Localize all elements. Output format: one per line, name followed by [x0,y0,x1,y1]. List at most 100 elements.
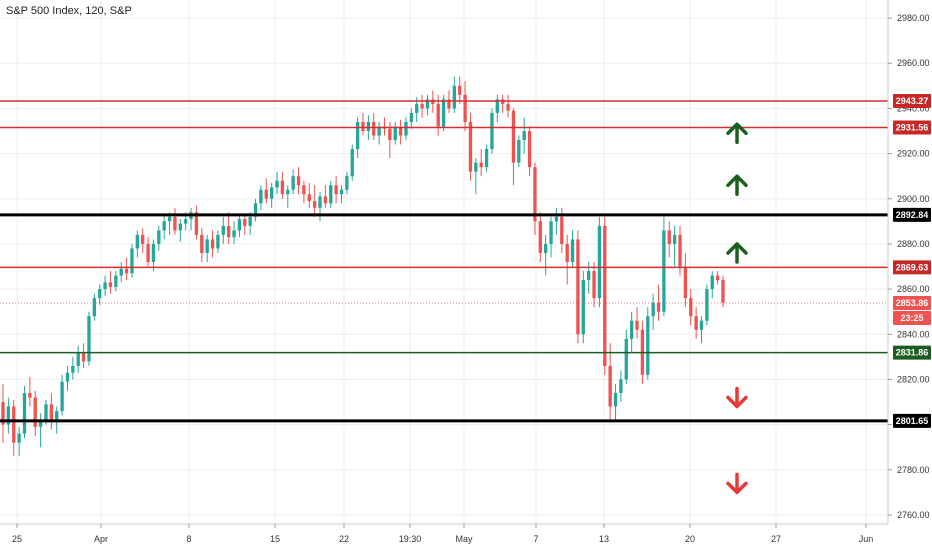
x-tick-label: May [455,534,473,544]
candle-body [291,176,295,190]
candle-body [683,266,688,299]
x-axis-ticks: 25 Apr 8 15 22 19:30 May 7 13 20 27 Jun [12,524,873,544]
candle-body [377,126,381,136]
candle-body [425,99,430,109]
level-price-badge: 2869.63 [893,260,931,275]
candle-body [307,194,311,202]
candle-body [318,196,322,208]
candle-body [458,85,462,95]
candle-body [361,121,365,131]
candle-body [490,112,494,150]
candle-body [694,316,698,330]
candle-body [55,411,59,423]
candle-body [672,234,677,244]
y-tick-label: 2940.00 [897,103,930,113]
candle [307,182,311,208]
candle-body [237,219,242,231]
candle-body [130,248,134,274]
candle-body [87,316,91,362]
candle [565,234,569,285]
candle [501,94,505,113]
candle-body [162,221,166,231]
candle [468,112,473,181]
candle-body [479,162,483,168]
y-tick-label: 2960.00 [897,58,930,68]
candle-body [103,282,107,290]
candle-body [329,185,333,204]
candle [65,365,70,391]
badge-bg [893,120,931,135]
candle-body [495,99,499,113]
candle-body [243,219,247,226]
candle-body [135,234,139,249]
candle-body [511,110,516,163]
candle-body [345,176,349,190]
candle [570,230,575,267]
candle-body [554,216,559,222]
candle [662,216,666,317]
candle [243,214,247,235]
badge-label: 2853.86 [896,298,929,308]
candle [458,76,462,104]
candle [291,169,295,195]
candle-body [522,131,526,141]
candle [6,397,11,434]
candle [721,275,725,308]
candle-body [608,365,612,407]
candle-body [452,85,457,109]
candle-body [253,203,258,217]
candle [22,386,27,439]
candle [205,234,209,262]
badge-bg [893,295,931,310]
candle-body [538,221,542,253]
badge-label: 2831.86 [896,348,929,358]
candle-body [393,126,397,141]
candle-body [372,121,376,136]
candle [33,390,37,436]
candle-body [549,221,553,244]
x-tick-label: 22 [339,534,349,544]
y-tick-label: 2900.00 [897,194,930,204]
candle [656,284,661,321]
candle [275,171,279,195]
candle [286,185,290,208]
candle [87,311,91,366]
candle [425,94,430,116]
y-tick-label: 2880.00 [897,239,930,249]
candle [119,262,123,283]
candle [108,271,113,294]
candle-body [146,243,150,262]
price-axis-panel[interactable] [888,0,932,550]
candle-body [173,216,177,231]
candle-body [662,230,666,312]
candle [452,76,457,113]
candle-body [560,216,564,244]
candle-body [350,149,354,177]
candle-body [157,230,161,244]
candle-body [76,352,80,366]
candle-body [533,167,537,222]
candle-body [302,185,306,195]
candle-body [33,397,37,427]
candle [237,214,242,238]
candle [210,230,215,258]
candle [71,356,75,380]
grid-lines [0,0,888,524]
candle [221,216,225,244]
badge-label: 2931.56 [896,122,929,132]
x-tick-label: Jun [859,534,874,544]
candle-body [38,420,43,427]
candle-body [232,230,236,238]
candle-body [264,189,268,199]
candle-body [200,234,204,253]
candle [549,216,553,258]
badge-label: 2943.27 [896,96,929,106]
candle [710,271,714,299]
candle [544,234,548,276]
candle [651,293,655,330]
candle-body [124,268,129,274]
candle [484,144,489,172]
up-arrow-icon [726,122,748,145]
candle [312,185,317,217]
candle-body [1,402,5,425]
